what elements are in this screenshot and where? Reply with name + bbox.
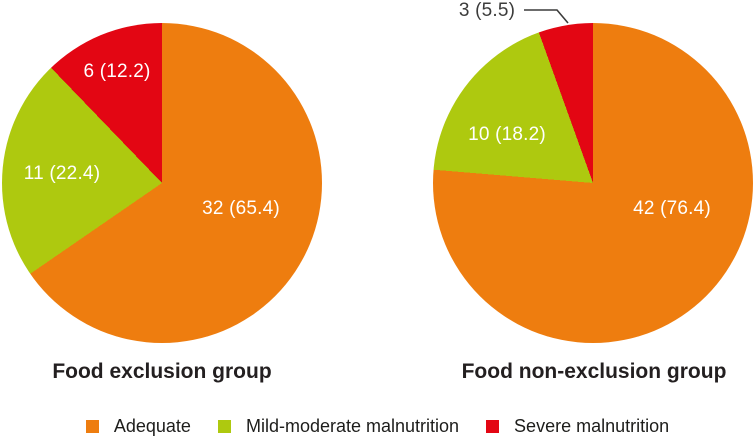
legend-item-mild-moderate: Mild-moderate malnutrition bbox=[217, 416, 460, 437]
legend-label-severe: Severe malnutrition bbox=[514, 416, 670, 436]
legend-item-severe: Severe malnutrition bbox=[486, 416, 669, 437]
slice-label-severe-non-exclusion: 3 (5.5) bbox=[458, 0, 516, 21]
pie-chart-food-non-exclusion bbox=[433, 23, 753, 343]
legend-item-adequate: Adequate bbox=[85, 416, 191, 437]
severe-swatch-icon bbox=[486, 420, 500, 433]
pie-title-food-exclusion: Food exclusion group bbox=[52, 360, 272, 383]
callout-line bbox=[524, 9, 569, 24]
pie-title-food-non-exclusion: Food non-exclusion group bbox=[461, 360, 727, 383]
slice-label-mild-moderate-exclusion: 11 (22.4) bbox=[23, 163, 101, 184]
mild-moderate-swatch-icon bbox=[217, 420, 231, 433]
adequate-swatch-icon bbox=[85, 420, 99, 433]
legend: Adequate Mild-moderate malnutrition Seve… bbox=[0, 416, 755, 437]
legend-label-adequate: Adequate bbox=[113, 416, 191, 436]
slice-label-adequate-exclusion: 32 (65.4) bbox=[202, 198, 280, 219]
slice-label-severe-exclusion: 6 (12.2) bbox=[83, 61, 151, 82]
slice-label-adequate-non-exclusion: 42 (76.4) bbox=[633, 198, 711, 219]
pie-chart-food-exclusion bbox=[2, 23, 322, 343]
slice-label-mild-moderate-non-exclusion: 10 (18.2) bbox=[468, 124, 546, 145]
legend-label-mild-moderate: Mild-moderate malnutrition bbox=[245, 416, 460, 436]
